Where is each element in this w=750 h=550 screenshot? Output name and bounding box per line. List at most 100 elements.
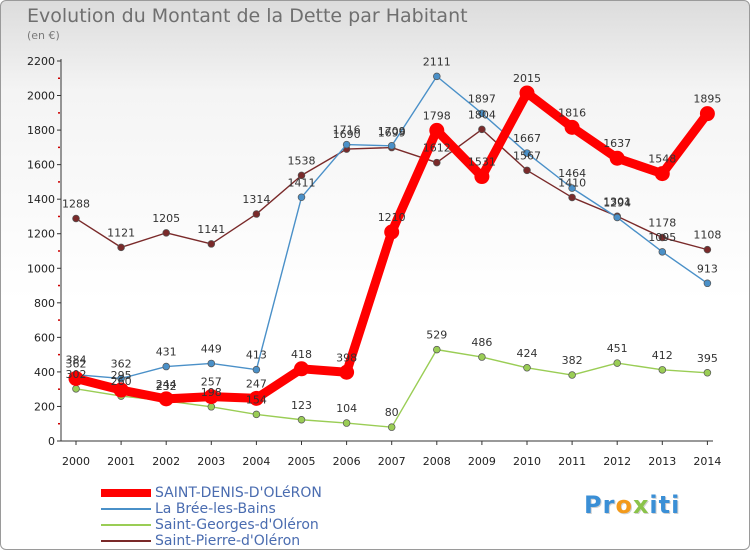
- series-point: [564, 119, 580, 135]
- legend-swatch: [101, 489, 151, 497]
- series-point: [342, 419, 351, 427]
- series-point: [339, 364, 355, 380]
- y-tick-label: 1200: [27, 228, 55, 241]
- data-label: 104: [336, 402, 357, 415]
- data-label: 413: [246, 349, 267, 362]
- x-tick-label: 2014: [693, 455, 721, 468]
- series-point: [72, 385, 80, 393]
- x-tick-label: 2006: [333, 455, 361, 468]
- data-label: 1411: [288, 176, 316, 189]
- y-tick-label: 400: [34, 366, 55, 379]
- y-tick-label: 1400: [27, 193, 55, 206]
- series-point: [523, 166, 531, 175]
- series-point: [568, 193, 576, 202]
- x-tick-label: 2004: [242, 455, 270, 468]
- data-label: 1709: [378, 125, 406, 138]
- data-label: 1141: [197, 223, 225, 236]
- series-point: [117, 374, 125, 383]
- series-point: [294, 361, 309, 377]
- data-label: 1699: [378, 127, 406, 140]
- x-tick-label: 2008: [423, 455, 451, 468]
- data-label: 1895: [693, 93, 721, 106]
- data-label: 362: [111, 357, 132, 370]
- x-tick-label: 2010: [513, 455, 541, 468]
- data-label: 451: [607, 342, 628, 355]
- data-label: 1210: [378, 211, 406, 224]
- series-point: [342, 140, 351, 149]
- series-point: [568, 184, 576, 192]
- data-label: 398: [336, 351, 357, 364]
- series-point: [613, 213, 621, 222]
- data-label: 1667: [513, 132, 541, 145]
- x-tick-label: 2009: [468, 455, 496, 468]
- data-label: 1314: [242, 193, 270, 206]
- series-point: [658, 366, 667, 374]
- series-point: [248, 390, 264, 406]
- series-point: [207, 403, 216, 411]
- logo-part: x: [632, 491, 650, 519]
- series-point: [523, 149, 531, 157]
- y-tick-label: 1000: [27, 262, 55, 275]
- data-label: 1178: [648, 217, 676, 230]
- series-point: [658, 233, 667, 242]
- data-label: 244: [156, 378, 177, 391]
- data-label: 1897: [468, 92, 496, 105]
- series-point: [703, 369, 712, 377]
- data-label: 2015: [513, 72, 541, 85]
- series-point: [568, 371, 576, 379]
- series-point: [478, 353, 486, 361]
- data-label: 1548: [648, 153, 676, 166]
- chart-title: Evolution du Montant de la Dette par Hab…: [27, 5, 468, 27]
- logo-part: o: [615, 491, 633, 519]
- series-point: [203, 389, 219, 405]
- series-point: [252, 210, 261, 218]
- series-point: [387, 142, 396, 150]
- data-label: 431: [156, 346, 177, 359]
- proxiti-logo: Proxiti: [584, 491, 680, 519]
- data-label: 1464: [558, 167, 586, 180]
- series-point: [207, 240, 216, 248]
- data-label: 486: [471, 336, 492, 349]
- data-label: 1121: [107, 226, 135, 239]
- x-tick-label: 2003: [197, 455, 225, 468]
- series-point: [699, 106, 715, 122]
- data-label: 449: [201, 342, 222, 355]
- x-tick-label: 2012: [603, 455, 631, 468]
- y-tick-label: 200: [34, 400, 55, 413]
- data-label: 260: [111, 375, 132, 388]
- series-point: [68, 370, 84, 386]
- series-point: [297, 193, 306, 202]
- data-label: 1108: [693, 229, 721, 242]
- series-point: [297, 416, 306, 424]
- series-point: [613, 359, 621, 367]
- data-label: 1301: [603, 195, 631, 208]
- y-tick-label: 1800: [27, 124, 55, 137]
- data-label: 1095: [648, 231, 676, 244]
- data-label: 1716: [333, 124, 361, 137]
- data-label: 247: [246, 377, 267, 390]
- series-point: [654, 166, 670, 182]
- series-point: [478, 125, 486, 134]
- y-tick-label: 0: [48, 435, 55, 448]
- data-label: 1612: [423, 142, 451, 155]
- series-point: [703, 279, 712, 288]
- data-label: 1410: [558, 176, 586, 189]
- data-label: 913: [697, 262, 718, 275]
- y-tick-label: 800: [34, 297, 55, 310]
- data-label: 302: [66, 368, 87, 381]
- data-label: 2111: [423, 55, 451, 68]
- data-label: 1798: [423, 109, 451, 122]
- series-point: [519, 85, 535, 101]
- data-label: 1567: [513, 149, 541, 162]
- series-point: [658, 248, 667, 256]
- legend-label: SAINT-DENIS-D'OLéRON: [155, 485, 322, 501]
- legend-swatch: [101, 508, 151, 510]
- x-tick-label: 2011: [558, 455, 586, 468]
- series-point: [387, 423, 396, 431]
- legend-label: Saint-Pierre-d'Oléron: [155, 533, 301, 549]
- data-label: 384: [66, 354, 87, 367]
- data-label: 1531: [468, 156, 496, 169]
- series-point: [207, 359, 216, 368]
